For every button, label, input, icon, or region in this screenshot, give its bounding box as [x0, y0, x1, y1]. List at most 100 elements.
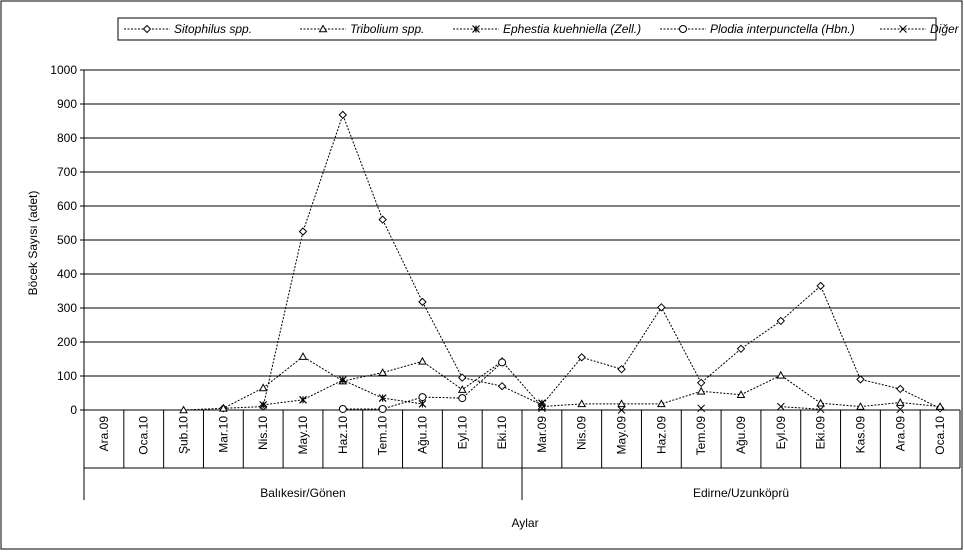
y-axis-label: Böcek Sayısı (adet) [26, 191, 40, 296]
data-point [258, 383, 268, 392]
series-line [183, 356, 941, 411]
legend-marker [142, 24, 152, 34]
y-tick-label: 1000 [50, 63, 77, 77]
x-tick-label: Eyl.10 [455, 416, 469, 450]
y-tick-label: 700 [57, 165, 77, 179]
data-point [457, 385, 467, 393]
data-point [736, 390, 746, 398]
group-label: Balıkesir/Gönen [260, 486, 345, 500]
y-tick-label: 400 [57, 267, 77, 281]
data-point [776, 402, 785, 411]
data-point [418, 297, 427, 307]
data-point [856, 375, 865, 384]
x-tick-label: Ara.09 [893, 416, 907, 452]
data-point [776, 316, 786, 326]
data-point [696, 378, 706, 388]
y-tick-label: 300 [57, 301, 77, 315]
data-point [418, 399, 427, 408]
x-tick-label: Şub.10 [177, 416, 191, 454]
y-tick-label: 100 [57, 369, 77, 383]
x-tick-label: Tem.10 [376, 416, 390, 456]
x-tick-label: Tem.09 [694, 416, 708, 456]
legend-item: Sitophilus spp. [124, 22, 252, 36]
series-1 [179, 352, 945, 414]
data-point [259, 400, 268, 409]
data-point [378, 215, 387, 224]
data-point [816, 398, 825, 407]
x-tick-label: Mar.10 [216, 416, 230, 453]
x-tick-label: Oca.10 [137, 416, 151, 455]
gridlines [84, 69, 960, 377]
legend-item: Plodia interpunctella (Hbn.) [660, 22, 855, 36]
data-point [776, 370, 786, 379]
data-point [856, 402, 865, 410]
legend-item: Ephestia kuehniella (Zell.) [453, 22, 641, 36]
data-point [338, 404, 347, 413]
group-label: Edirne/Uzunköprü [693, 486, 789, 500]
y-tick-label: 900 [57, 97, 77, 111]
x-tick-label: Ağu.09 [734, 416, 748, 454]
legend: Sitophilus spp. Tribolium spp. Ephestia ku… [124, 22, 960, 36]
data-point [298, 227, 308, 236]
y-axis-ticks: 0 100 200 300 400 500 600 700 800 900 1000 [50, 63, 84, 417]
x-tick-label: Nis.10 [256, 416, 270, 450]
series-layer [179, 110, 945, 414]
data-point [179, 405, 188, 414]
x-tick-label: Ağu.10 [415, 416, 429, 454]
x-tick-label: Mar.09 [535, 416, 549, 453]
data-point [458, 373, 467, 382]
data-point [378, 404, 387, 413]
x-tick-label: May.09 [615, 416, 629, 455]
x-tick-label: Haz.09 [654, 416, 668, 454]
data-point [896, 384, 905, 394]
x-tick-label: Oca.10 [933, 416, 947, 455]
data-point [538, 404, 546, 413]
legend-item: Diğer [880, 22, 960, 36]
x-tick-label: Eki.10 [495, 416, 509, 450]
legend-marker [899, 25, 907, 33]
data-point [458, 394, 467, 403]
data-point [378, 368, 387, 376]
series-2 [259, 376, 546, 409]
data-point [497, 381, 507, 391]
legend-label: Diğer [930, 22, 960, 36]
data-point [378, 394, 387, 403]
data-point [896, 405, 905, 414]
legend-label: Ephestia kuehniella (Zell.) [503, 22, 641, 36]
data-point [577, 399, 587, 408]
data-point [338, 376, 347, 385]
data-point [657, 303, 666, 312]
legend-marker [318, 24, 328, 33]
y-tick-label: 500 [57, 233, 77, 247]
data-point [895, 397, 905, 406]
x-axis-label: Aylar [511, 516, 538, 530]
x-tick-label: Kas.09 [853, 416, 867, 454]
data-point [299, 395, 307, 404]
y-tick-label: 800 [57, 131, 77, 145]
series-4 [538, 402, 905, 414]
x-axis-categories: Ara.09 Oca.10 Şub.10 Mar.10 Nis.10 May.10 Haz.… [83, 410, 961, 468]
data-point [816, 405, 825, 414]
data-point [418, 356, 427, 365]
data-point [696, 386, 706, 395]
data-point [736, 344, 746, 354]
y-tick-label: 600 [57, 199, 77, 213]
data-point [577, 353, 586, 362]
data-point [657, 399, 666, 408]
legend-marker [472, 25, 480, 33]
x-axis-groups: Balıkesir/Gönen Edirne/Uzunköprü [260, 468, 789, 500]
series-3 [338, 358, 507, 413]
x-tick-label: Eyl.09 [774, 416, 788, 450]
data-point [418, 393, 427, 402]
y-tick-label: 200 [57, 335, 77, 349]
legend-label: Tribolium spp. [350, 22, 424, 36]
data-point [935, 402, 945, 410]
y-tick-label: 0 [70, 403, 77, 417]
x-tick-label: Ara.09 [97, 416, 111, 452]
x-tick-label: Haz.10 [336, 416, 350, 454]
series-0 [219, 110, 945, 413]
x-tick-label: May.10 [296, 416, 310, 455]
